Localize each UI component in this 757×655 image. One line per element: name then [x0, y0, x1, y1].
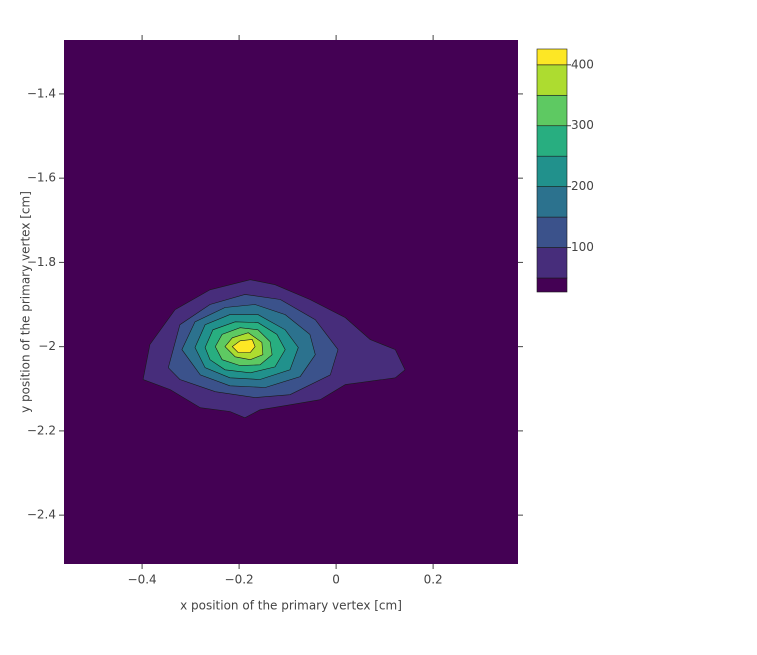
y-tick-label: −2.4	[27, 508, 56, 522]
colorbar-tick-label: 200	[571, 179, 594, 193]
colorbar-band	[536, 64, 568, 96]
x-tick-label: 0.2	[424, 573, 443, 587]
colorbar-band	[536, 155, 568, 187]
y-axis-title: y position of the primary vertex [cm]	[19, 191, 33, 413]
colorbar-band	[536, 186, 568, 218]
x-axis-title: x position of the primary vertex [cm]	[180, 599, 402, 613]
colorbar-tick-label: 300	[571, 118, 594, 132]
colorbar-band	[536, 94, 568, 127]
colorbar-band	[536, 277, 568, 293]
y-tick-label: −1.6	[27, 171, 56, 185]
y-tick-label: −2	[38, 339, 56, 353]
colorbar-band	[536, 247, 568, 279]
y-tick-label: −2.2	[27, 423, 56, 437]
x-tick-label: 0	[332, 573, 340, 587]
y-tick-label: −1.8	[27, 255, 56, 269]
colorbar-tick-label: 100	[571, 240, 594, 254]
y-tick-label: −1.4	[27, 86, 56, 100]
colorbar-tick-label: 400	[571, 57, 594, 71]
colorbar-band	[536, 125, 568, 157]
x-tick-label: −0.2	[225, 573, 254, 587]
colorbar-band	[536, 216, 568, 248]
contour-region	[231, 339, 256, 353]
x-tick-label: −0.4	[128, 573, 157, 587]
colorbar-band	[536, 48, 568, 66]
